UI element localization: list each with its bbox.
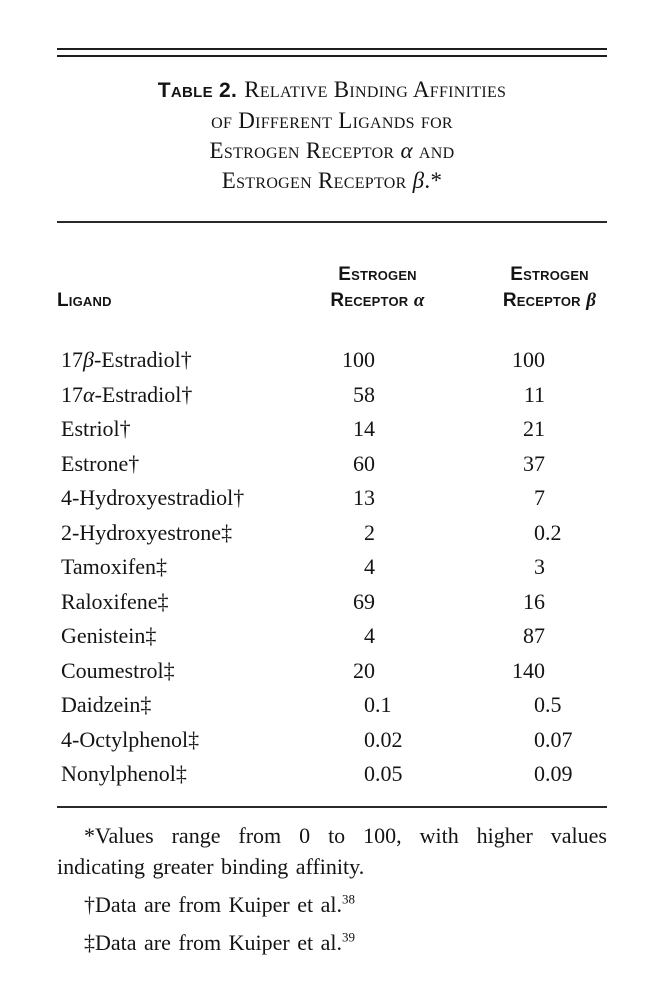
footnote-double-dagger-ref: 39 bbox=[342, 929, 355, 945]
er-beta-value-decimal: .09 bbox=[545, 761, 573, 787]
er-beta-value: 100 bbox=[512, 347, 545, 373]
table-title-line-3: Estrogen Receptor α and bbox=[209, 138, 455, 163]
column-header-er-beta-line2: Receptor β bbox=[502, 290, 597, 311]
er-beta-value: 37 bbox=[523, 450, 545, 476]
column-header-er-beta: Estrogen Receptor β bbox=[462, 262, 637, 314]
ligand-name: Coumestrol‡ bbox=[61, 657, 175, 683]
er-alpha-value-decimal: .02 bbox=[375, 726, 403, 752]
table-number-label: Table 2. bbox=[157, 79, 238, 102]
ligand-name: Nonylphenol‡ bbox=[61, 761, 187, 787]
er-alpha-value: 58 bbox=[353, 381, 375, 407]
table-row: 4-Octylphenol‡ 0.02 0.07 bbox=[57, 723, 607, 758]
column-header-er-alpha-line2: Receptor α bbox=[330, 290, 425, 311]
table-content: Table 2. Relative Binding Affinities of D… bbox=[57, 0, 607, 1004]
table-row: 17β-Estradiol† 100 100 bbox=[57, 343, 607, 378]
er-beta-value-decimal: .2 bbox=[545, 519, 562, 545]
column-header-er-beta-line1: Estrogen bbox=[510, 264, 589, 285]
table-title-text: Relative Binding Affinities bbox=[244, 77, 507, 102]
ligand-name: 4-Octylphenol‡ bbox=[61, 726, 200, 752]
table-title-line-2: of Different Ligands for bbox=[211, 108, 453, 133]
er-beta-value: 0 bbox=[534, 519, 545, 545]
er-beta-value: 21 bbox=[523, 416, 545, 442]
top-double-rule bbox=[57, 48, 607, 57]
er-beta-value-decimal: .5 bbox=[545, 692, 562, 718]
table-title-line-1: Table 2. Relative Binding Affinities bbox=[57, 75, 607, 106]
header-top-rule bbox=[57, 221, 607, 223]
footnote-dagger-ref: 38 bbox=[342, 891, 355, 907]
er-alpha-value: 100 bbox=[342, 347, 375, 373]
footnote-dagger: †Data are from Kuiper et al.38 bbox=[57, 889, 607, 920]
table-title-line-4: Estrogen Receptor β.* bbox=[221, 168, 443, 193]
er-beta-value: 87 bbox=[523, 623, 545, 649]
er-alpha-value: 14 bbox=[353, 416, 375, 442]
table-body: 17β-Estradiol† 100 100 17α-Estradiol† 58 11 Es… bbox=[57, 343, 607, 792]
er-beta-value: 140 bbox=[512, 657, 545, 683]
er-alpha-value: 0 bbox=[364, 692, 375, 718]
table-row: Estriol† 14 21 bbox=[57, 412, 607, 447]
column-header-er-alpha-line1: Estrogen bbox=[338, 264, 417, 285]
table-footnotes: *Values range from 0 to 100, with higher… bbox=[57, 820, 607, 958]
column-header-er-alpha: Estrogen Receptor α bbox=[290, 262, 465, 314]
er-alpha-value: 69 bbox=[353, 588, 375, 614]
er-alpha-value: 4 bbox=[364, 554, 375, 580]
footnote-asterisk: *Values range from 0 to 100, with higher… bbox=[57, 823, 607, 879]
ligand-name: Estriol† bbox=[61, 416, 131, 442]
table-row: Coumestrol‡ 20 140 bbox=[57, 654, 607, 689]
ligand-name: 4-Hydroxyestradiol† bbox=[61, 485, 245, 511]
er-alpha-value: 0 bbox=[364, 726, 375, 752]
ligand-name: Tamoxifen‡ bbox=[61, 554, 167, 580]
table-row: 17α-Estradiol† 58 11 bbox=[57, 378, 607, 413]
er-alpha-value: 4 bbox=[364, 623, 375, 649]
er-beta-value: 0 bbox=[534, 761, 545, 787]
footnote-dagger-text: †Data are from Kuiper et al. bbox=[84, 892, 342, 917]
er-beta-value: 7 bbox=[534, 485, 545, 511]
footnote-double-dagger-text: ‡Data are from Kuiper et al. bbox=[84, 930, 342, 955]
er-beta-value: 11 bbox=[523, 381, 545, 407]
table-row: 2-Hydroxyestrone‡ 2 0.2 bbox=[57, 516, 607, 551]
er-beta-value: 0 bbox=[534, 726, 545, 752]
ligand-name: Genistein‡ bbox=[61, 623, 157, 649]
table-title: Table 2. Relative Binding Affinities of D… bbox=[57, 75, 607, 196]
ligand-name: 17β-Estradiol† bbox=[61, 347, 192, 373]
table-row: Tamoxifen‡ 4 3 bbox=[57, 550, 607, 585]
table-row: Daidzein‡ 0.1 0.5 bbox=[57, 688, 607, 723]
ligand-name: 2-Hydroxyestrone‡ bbox=[61, 519, 233, 545]
table-row: Estrone† 60 37 bbox=[57, 447, 607, 482]
er-alpha-value-decimal: .1 bbox=[375, 692, 392, 718]
er-alpha-value: 0 bbox=[364, 761, 375, 787]
ligand-name: Estrone† bbox=[61, 450, 140, 476]
table-row: Nonylphenol‡ 0.05 0.09 bbox=[57, 757, 607, 792]
er-alpha-value: 60 bbox=[353, 450, 375, 476]
er-alpha-value: 20 bbox=[353, 657, 375, 683]
ligand-name: Raloxifene‡ bbox=[61, 588, 169, 614]
table-row: 4-Hydroxyestradiol† 13 7 bbox=[57, 481, 607, 516]
table-row: Raloxifene‡ 69 16 bbox=[57, 585, 607, 620]
ligand-name: Daidzein‡ bbox=[61, 692, 152, 718]
column-header-ligand: Ligand bbox=[57, 290, 112, 311]
er-alpha-value-decimal: .05 bbox=[375, 761, 403, 787]
table-header-row: Ligand Estrogen Receptor α Estrogen Rece… bbox=[57, 262, 607, 314]
footnote-double-dagger: ‡Data are from Kuiper et al.39 bbox=[57, 927, 607, 958]
er-beta-value: 3 bbox=[534, 554, 545, 580]
er-beta-value: 0 bbox=[534, 692, 545, 718]
er-alpha-value: 2 bbox=[364, 519, 375, 545]
ligand-name: 17α-Estradiol† bbox=[61, 381, 193, 407]
er-beta-value-decimal: .07 bbox=[545, 726, 573, 752]
footer-rule bbox=[57, 806, 607, 808]
table-row: Genistein‡ 4 87 bbox=[57, 619, 607, 654]
er-alpha-value: 13 bbox=[353, 485, 375, 511]
er-beta-value: 16 bbox=[523, 588, 545, 614]
